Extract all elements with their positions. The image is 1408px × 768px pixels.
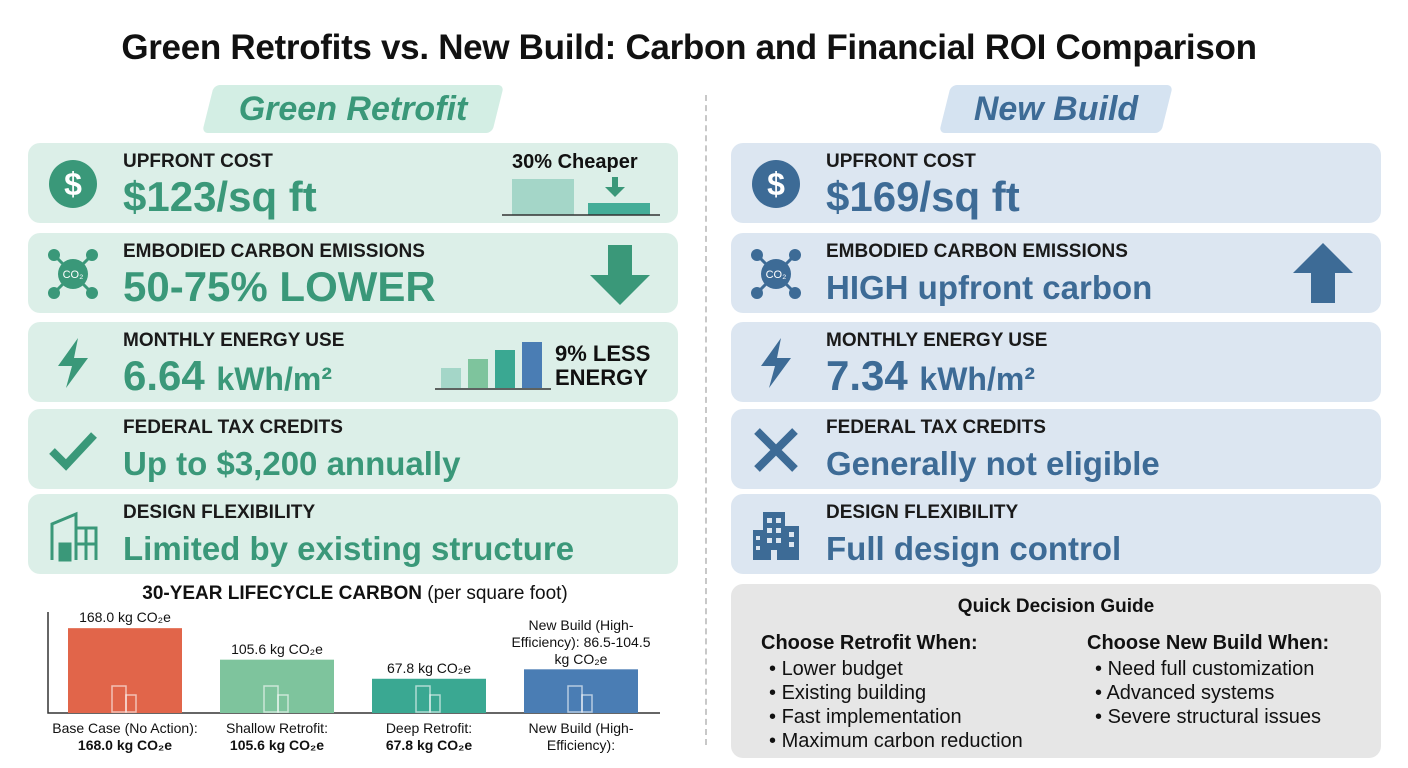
bar-value-label: 168.0 kg CO₂e <box>40 609 210 626</box>
guide-title: Quick Decision Guide <box>731 596 1381 618</box>
card-value: $169/sq ft <box>826 173 1020 221</box>
guide-item: Need full customization <box>1087 657 1329 681</box>
column-divider <box>705 95 707 745</box>
co2-molecule-icon: CO₂ <box>749 247 803 301</box>
lightning-icon <box>749 336 803 390</box>
x-mark-icon <box>749 423 803 477</box>
category-value: 168.0 kg CO₂e <box>40 737 210 754</box>
chart-bar <box>524 669 638 713</box>
card-label: EMBODIED CARBON EMISSIONS <box>826 241 1128 263</box>
category-value: 67.8 kg CO₂e <box>344 737 514 754</box>
guide-item: Lower budget <box>761 657 1023 681</box>
card-label: UPFRONT COST <box>826 151 976 173</box>
guide-item: Fast implementation <box>761 705 1023 729</box>
card-value: HIGH upfront carbon <box>826 269 1152 307</box>
card-value: 7.34 kWh/m² <box>826 352 1035 400</box>
newbuild-card-upfront-cost: $ UPFRONT COST $169/sq ft <box>731 143 1381 223</box>
guide-item: Severe structural issues <box>1087 705 1329 729</box>
dollar-icon: $ <box>749 157 803 211</box>
decision-guide: Quick Decision Guide Choose Retrofit Whe… <box>731 584 1381 758</box>
category-name: Shallow Retrofit: <box>192 720 362 737</box>
bar-category-label: Base Case (No Action):168.0 kg CO₂e <box>40 720 210 754</box>
card-label: MONTHLY ENERGY USE <box>826 330 1047 352</box>
retrofit-guide: Choose Retrofit When: Lower budget Exist… <box>761 632 1023 753</box>
category-name: Base Case (No Action): <box>40 720 210 737</box>
card-value-text: 7.34 <box>826 352 908 399</box>
newbuild-card-design-flexibility: DESIGN FLEXIBILITY Full design control <box>731 494 1381 574</box>
newbuild-card-embodied-carbon-emissions: CO₂ EMBODIED CARBON EMISSIONS HIGH upfro… <box>731 233 1381 313</box>
newbuild-guide-heading: Choose New Build When: <box>1087 632 1329 655</box>
category-name: New Build (High-Efficiency): <box>521 720 641 754</box>
newbuild-guide: Choose New Build When: Need full customi… <box>1087 632 1329 729</box>
card-value: Full design control <box>826 530 1121 568</box>
newbuild-card-monthly-energy-use: MONTHLY ENERGY USE 7.34 kWh/m² <box>731 322 1381 402</box>
card-label: DESIGN FLEXIBILITY <box>826 502 1018 524</box>
card-unit: kWh/m² <box>919 361 1035 397</box>
chart-bar <box>372 679 486 713</box>
arrow-up-icon <box>1291 241 1355 305</box>
newbuild-card-federal-tax-credits: FEDERAL TAX CREDITS Generally not eligib… <box>731 409 1381 489</box>
svg-text:CO₂: CO₂ <box>766 269 787 281</box>
chart-bar <box>68 628 182 713</box>
bar-category-label: Deep Retrofit:67.8 kg CO₂e <box>344 720 514 754</box>
newbuild-header-text: New Build <box>945 85 1167 133</box>
category-name: Deep Retrofit: <box>344 720 514 737</box>
bar-value-label: New Build (High-Efficiency): 86.5-104.5 … <box>511 617 651 668</box>
card-value-text: Generally not eligible <box>826 445 1160 482</box>
card-value-text: Full design control <box>826 530 1121 567</box>
svg-text:$: $ <box>767 166 785 202</box>
card-label: FEDERAL TAX CREDITS <box>826 417 1046 439</box>
guide-item: Existing building <box>761 681 1023 705</box>
card-value-text: HIGH upfront carbon <box>826 269 1152 306</box>
bar-category-label: New Build (High-Efficiency): <box>521 720 641 754</box>
bar-value-label: 67.8 kg CO₂e <box>344 660 514 677</box>
retrofit-guide-heading: Choose Retrofit When: <box>761 632 1023 655</box>
bar-category-label: Shallow Retrofit:105.6 kg CO₂e <box>192 720 362 754</box>
guide-item: Maximum carbon reduction <box>761 729 1023 753</box>
bar-value-label: 105.6 kg CO₂e <box>192 641 362 658</box>
category-value: 105.6 kg CO₂e <box>192 737 362 754</box>
card-value: Generally not eligible <box>826 445 1160 483</box>
newbuild-header: New Build <box>939 85 1173 133</box>
office-building-icon <box>749 508 803 562</box>
guide-item: Advanced systems <box>1087 681 1329 705</box>
card-value-text: $169/sq ft <box>826 173 1020 220</box>
